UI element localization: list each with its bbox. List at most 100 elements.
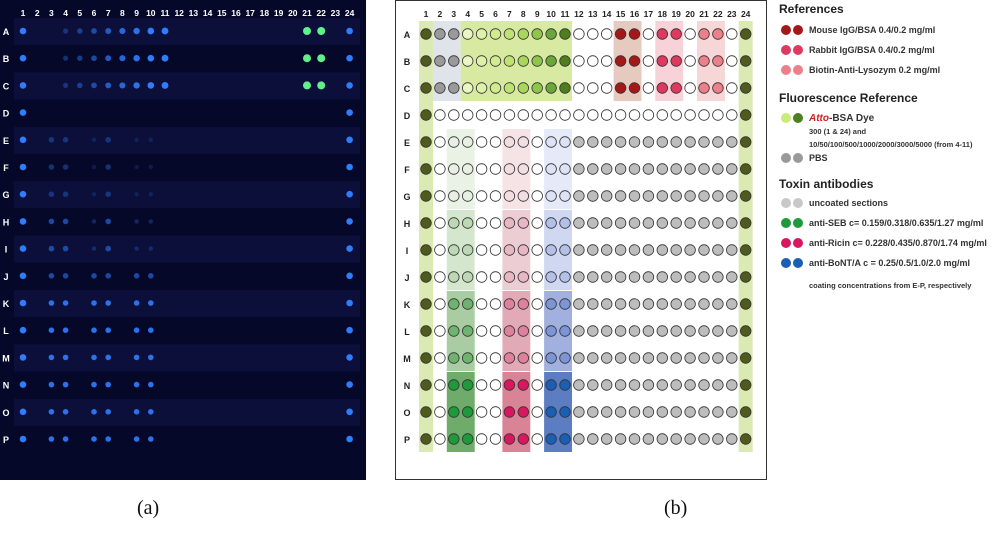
scan-column-label: 18	[260, 8, 270, 18]
scan-spot	[105, 218, 111, 225]
scan-spot	[134, 137, 139, 142]
plate-well	[475, 271, 488, 283]
plate-well	[628, 136, 641, 148]
plate-well	[726, 82, 738, 94]
fluorescence-scan-panel: 1 2 3 4 5 6 7 8 9 10 11 12 13 14 15 16 17 18 19 20 21 22 23 24 A…	[0, 0, 366, 480]
plate-well	[642, 190, 655, 202]
scan-row-label: H	[3, 217, 10, 227]
plate-well	[600, 28, 613, 40]
plate-well	[503, 244, 516, 256]
plate-well	[503, 379, 516, 391]
scan-column-label: 13	[189, 8, 199, 18]
plate-well	[420, 136, 432, 148]
plate-well	[740, 298, 752, 310]
plate-well	[559, 190, 571, 202]
scan-spot	[147, 27, 155, 35]
plate-well	[726, 379, 738, 391]
plate-well	[698, 379, 710, 391]
plate-well	[600, 163, 613, 175]
plate-well	[670, 433, 682, 445]
plate-well	[461, 379, 474, 391]
scan-row-label: E	[3, 136, 9, 146]
plate-well	[740, 406, 752, 418]
plate-well	[726, 352, 738, 364]
scan-column-label: 17	[245, 8, 255, 18]
legend-pbs-label: PBS	[809, 153, 828, 163]
plate-well	[573, 136, 585, 148]
scan-column-label: 19	[274, 8, 284, 18]
plate-well	[461, 109, 474, 121]
plate-well	[670, 271, 682, 283]
legend-bont-label: anti-BoNT/A c = 0.25/0.5/1.0/2.0 mg/ml	[809, 258, 970, 268]
scan-spot	[19, 272, 27, 280]
plate-well	[684, 406, 696, 418]
plate-well	[642, 55, 655, 67]
scan-spot	[91, 409, 97, 415]
plate-well	[559, 379, 571, 391]
plate-well	[712, 190, 724, 202]
scan-spot	[148, 409, 154, 415]
plate-well	[698, 163, 710, 175]
scan-spot	[105, 436, 111, 442]
plate-well	[573, 217, 585, 229]
plate-well	[434, 190, 446, 202]
plate-well	[698, 352, 710, 364]
scan-spot	[48, 191, 55, 197]
plate-well	[573, 55, 585, 67]
scan-spot	[19, 299, 27, 307]
plate-well	[573, 82, 585, 94]
scan-row-label: C	[3, 81, 10, 91]
legend-pbs-dot	[781, 153, 791, 163]
plate-well	[545, 163, 557, 175]
scan-spot	[19, 163, 27, 171]
scan-spot	[62, 137, 69, 143]
legend-pbs-dot	[793, 153, 803, 163]
scan-spot	[19, 54, 27, 62]
scan-spot	[119, 55, 126, 62]
plate-well	[698, 217, 710, 229]
plate-well	[420, 298, 432, 310]
plate-well	[545, 298, 557, 310]
scan-spot	[19, 27, 27, 35]
plate-well	[531, 55, 543, 67]
plate-well	[531, 28, 543, 40]
plate-well	[614, 136, 627, 148]
plate-column-label: 1	[424, 9, 429, 19]
legend-biotin-dot	[781, 65, 791, 75]
band-column-24	[738, 21, 753, 452]
scan-spot	[346, 218, 353, 225]
scan-column-label: 22	[316, 8, 326, 18]
scan-column-label: 6	[92, 8, 97, 18]
plate-well	[461, 190, 474, 202]
plate-well	[726, 109, 738, 121]
plate-well	[573, 298, 585, 310]
plate-well	[434, 379, 446, 391]
plate-well	[587, 217, 599, 229]
plate-well	[656, 55, 669, 67]
plate-well	[587, 109, 599, 121]
legend-seb-dot	[793, 218, 803, 228]
plate-well	[726, 55, 738, 67]
plate-well	[614, 28, 627, 40]
legend-coating-note: coating concentrations from E-P, respect…	[809, 281, 972, 290]
plate-well	[545, 244, 557, 256]
plate-well	[656, 271, 669, 283]
scan-spot	[48, 354, 55, 361]
scan-spot	[133, 436, 140, 442]
plate-well	[559, 325, 571, 337]
plate-column-label: 11	[561, 9, 570, 19]
scan-spot	[148, 381, 154, 388]
plate-well	[587, 325, 599, 337]
plate-well	[628, 217, 641, 229]
plate-well	[642, 271, 655, 283]
plate-well	[614, 244, 627, 256]
plate-well	[434, 136, 446, 148]
plate-column-label: 6	[493, 9, 498, 19]
plate-well	[448, 28, 460, 40]
scan-spot	[105, 82, 112, 89]
plate-well	[587, 244, 599, 256]
plate-row-label: N	[404, 381, 411, 391]
scan-spot	[19, 326, 27, 334]
scan-spot	[133, 381, 140, 388]
scan-spot	[346, 245, 353, 252]
